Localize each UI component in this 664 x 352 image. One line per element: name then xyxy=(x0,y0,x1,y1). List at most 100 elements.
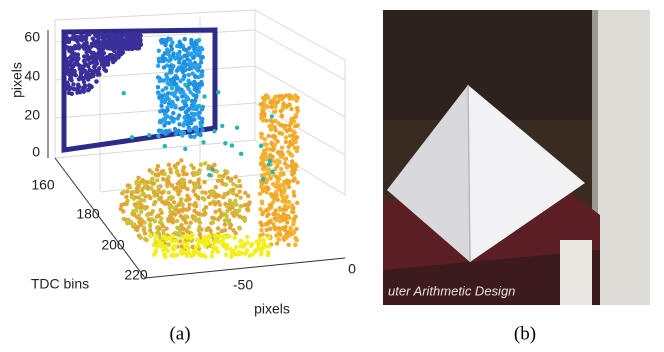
point xyxy=(195,50,199,54)
point xyxy=(158,208,162,212)
point xyxy=(175,232,179,236)
point xyxy=(222,244,226,248)
photo: uter Arithmetic Design xyxy=(383,10,650,305)
point xyxy=(276,213,280,217)
point xyxy=(194,93,198,97)
point xyxy=(295,238,299,242)
point xyxy=(90,55,94,59)
point xyxy=(150,217,154,221)
point xyxy=(245,240,249,244)
point xyxy=(164,129,168,133)
point xyxy=(174,75,178,79)
point xyxy=(258,237,262,241)
point xyxy=(187,107,191,111)
point xyxy=(87,83,91,87)
point xyxy=(169,204,173,208)
point xyxy=(199,123,203,127)
point xyxy=(258,248,262,252)
point xyxy=(290,139,294,143)
point xyxy=(162,252,166,256)
point xyxy=(197,177,201,181)
point xyxy=(176,129,180,133)
point xyxy=(149,211,153,215)
point xyxy=(204,238,208,242)
point xyxy=(137,36,141,40)
point xyxy=(266,221,270,225)
point xyxy=(281,212,285,216)
point xyxy=(271,200,275,204)
point xyxy=(276,218,280,222)
point xyxy=(246,203,250,207)
y-tick-label: 220 xyxy=(124,267,148,283)
point xyxy=(265,178,269,182)
point xyxy=(150,171,154,175)
point xyxy=(259,132,263,136)
point xyxy=(283,157,287,161)
point xyxy=(119,51,123,55)
point xyxy=(187,225,191,229)
point xyxy=(134,209,138,213)
point xyxy=(145,205,149,209)
point xyxy=(139,236,143,240)
point xyxy=(295,201,299,205)
point xyxy=(171,119,175,123)
point xyxy=(215,169,219,173)
point xyxy=(290,165,294,169)
point xyxy=(177,122,181,126)
point xyxy=(237,250,241,254)
point xyxy=(192,45,196,49)
point xyxy=(175,170,179,174)
point xyxy=(71,72,75,76)
point xyxy=(273,109,277,113)
point xyxy=(259,186,263,190)
point xyxy=(285,129,289,133)
point xyxy=(92,65,96,69)
point xyxy=(158,220,162,224)
point xyxy=(259,144,263,148)
point xyxy=(198,232,202,236)
point xyxy=(272,225,276,229)
point xyxy=(214,246,218,250)
point xyxy=(153,238,157,242)
point xyxy=(267,162,271,166)
point xyxy=(147,133,151,137)
point xyxy=(215,239,219,243)
point xyxy=(119,203,123,207)
point xyxy=(170,86,174,90)
point xyxy=(249,244,253,248)
point xyxy=(277,160,281,164)
point xyxy=(280,199,284,203)
point xyxy=(126,183,130,187)
point xyxy=(272,134,276,138)
point xyxy=(84,34,88,38)
point xyxy=(86,77,90,81)
point xyxy=(187,46,191,50)
point xyxy=(280,123,284,127)
point xyxy=(224,253,228,257)
point xyxy=(77,85,81,89)
point xyxy=(167,121,171,125)
point xyxy=(263,137,267,141)
point xyxy=(67,40,71,44)
point xyxy=(210,254,214,258)
point xyxy=(185,194,189,198)
point xyxy=(180,177,184,181)
point xyxy=(229,177,233,181)
point xyxy=(179,107,183,111)
point xyxy=(181,235,185,239)
point xyxy=(238,239,242,243)
point xyxy=(162,78,166,82)
point xyxy=(90,51,94,55)
point xyxy=(201,253,205,257)
point xyxy=(243,191,247,195)
point xyxy=(239,152,243,156)
point xyxy=(270,170,274,174)
point xyxy=(145,213,149,217)
point xyxy=(156,134,160,138)
point xyxy=(235,193,239,197)
y-tick-label: 200 xyxy=(101,237,125,253)
point xyxy=(189,221,193,225)
point xyxy=(139,205,143,209)
point xyxy=(288,228,292,232)
point xyxy=(159,104,163,108)
